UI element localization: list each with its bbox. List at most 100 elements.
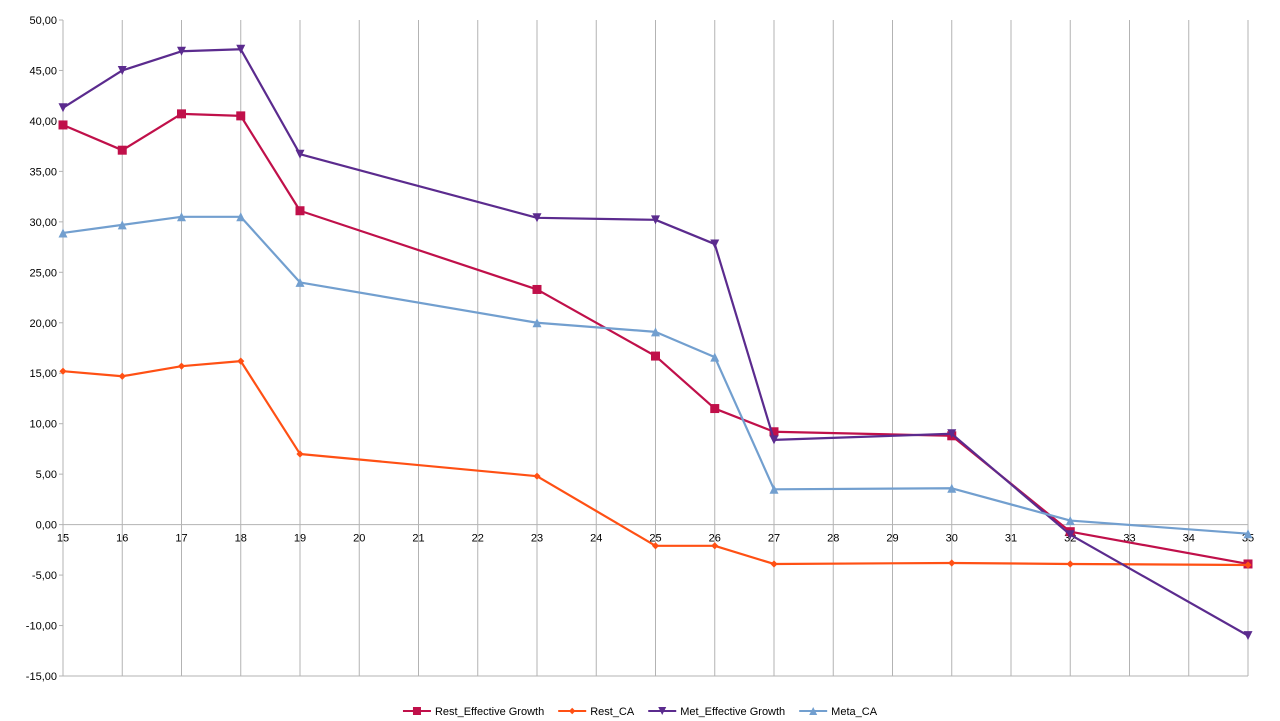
data-point (769, 435, 779, 445)
series-rest-ca (59, 357, 1252, 569)
data-point (710, 239, 720, 249)
y-tick-label: 0,00 (36, 520, 57, 532)
legend-label: Rest_CA (590, 706, 635, 718)
legend-item: Rest_Effective Growth (402, 706, 544, 718)
data-point (651, 327, 660, 337)
legend-item: Rest_CA (558, 706, 635, 718)
data-point (769, 484, 779, 494)
legend-item: Met_Effective Growth (648, 706, 785, 718)
y-tick-label: 35,00 (29, 166, 57, 178)
x-tick-label: 31 (1005, 533, 1017, 545)
data-point (710, 352, 720, 362)
x-tick-label: 20 (353, 533, 365, 545)
data-point (117, 65, 127, 75)
data-point (532, 284, 542, 294)
data-point (532, 318, 542, 328)
x-tick-label: 23 (531, 533, 543, 545)
data-point (295, 277, 305, 287)
x-tick-label: 30 (946, 533, 958, 545)
data-point (59, 367, 67, 375)
data-point (770, 560, 778, 568)
data-point (236, 111, 246, 121)
data-point (236, 212, 246, 222)
data-point (710, 404, 720, 414)
data-point (769, 427, 779, 437)
series-meta-ca (58, 212, 1253, 539)
data-point (295, 206, 305, 216)
data-point (947, 483, 957, 493)
y-tick-label: 5,00 (36, 469, 57, 481)
x-tick-label: 24 (590, 533, 602, 545)
series-line (62, 215, 1249, 535)
data-point (658, 707, 667, 715)
y-tick-label: -5,00 (32, 570, 57, 582)
x-tick-label: 18 (235, 533, 247, 545)
x-tick-label: 25 (649, 533, 661, 545)
legend-item: Meta_CA (799, 706, 878, 718)
y-tick-label: 10,00 (29, 419, 57, 431)
data-point (947, 429, 957, 439)
data-point (1066, 560, 1074, 568)
data-point (1243, 529, 1253, 539)
data-point (177, 362, 186, 370)
data-point (532, 213, 542, 223)
data-point (651, 215, 660, 225)
data-point (809, 707, 818, 715)
x-tick-label: 28 (827, 533, 839, 545)
x-tick-label: 26 (709, 533, 721, 545)
data-point (711, 542, 719, 550)
data-point (651, 351, 660, 361)
y-tick-label: 40,00 (29, 116, 57, 128)
data-point (296, 450, 304, 458)
data-point (177, 212, 186, 222)
data-point (58, 103, 68, 113)
data-point (1065, 516, 1075, 526)
data-point (237, 357, 245, 365)
data-point (177, 46, 186, 56)
legend-label: Rest_Effective Growth (435, 706, 544, 718)
data-point (412, 707, 421, 715)
x-tick-label: 16 (116, 533, 128, 545)
y-tick-label: 25,00 (29, 267, 57, 279)
y-tick-label: 50,00 (29, 15, 57, 27)
x-tick-label: 17 (175, 533, 187, 545)
data-point (118, 372, 126, 380)
data-point (117, 220, 127, 230)
y-tick-label: 30,00 (29, 217, 57, 229)
data-point (948, 559, 956, 567)
y-tick-label: 15,00 (29, 368, 57, 380)
series-layer (58, 44, 1253, 641)
series-line (62, 48, 1249, 637)
y-tick-label: 20,00 (29, 318, 57, 330)
x-tick-label: 27 (768, 533, 780, 545)
data-point (177, 109, 186, 119)
data-point (58, 228, 68, 238)
x-tick-label: 21 (412, 533, 424, 545)
data-point (236, 44, 246, 54)
x-tick-label: 19 (294, 533, 306, 545)
data-point (117, 145, 127, 155)
legend-label: Met_Effective Growth (680, 706, 785, 718)
y-tick-label: 45,00 (29, 65, 57, 77)
y-tick-label: -15,00 (26, 671, 57, 683)
data-point (295, 149, 305, 159)
series-line (62, 360, 1249, 567)
data-point (1243, 631, 1253, 641)
x-tick-label: 15 (57, 533, 69, 545)
data-point (533, 472, 541, 480)
data-point (1065, 530, 1075, 540)
x-tick-label: 29 (886, 533, 898, 545)
legend-label: Meta_CA (831, 706, 878, 718)
series-met-effective-growth (58, 44, 1253, 641)
x-tick-label: 34 (1183, 533, 1195, 545)
y-tick-label: -10,00 (26, 621, 57, 633)
legend: Rest_Effective Growth Rest_CA Met_Effectiv… (402, 706, 878, 718)
y-axis-ticks: 50,00 45,00 40,00 35,00 30,00 25,00 20,00 15,00… (26, 15, 63, 683)
data-point (651, 542, 660, 550)
x-tick-label: 22 (472, 533, 484, 545)
x-axis-ticks: 1516171819202122232425262728293031323334… (57, 533, 1254, 545)
data-point (1244, 561, 1252, 569)
data-point (58, 120, 68, 130)
data-point (568, 707, 576, 715)
